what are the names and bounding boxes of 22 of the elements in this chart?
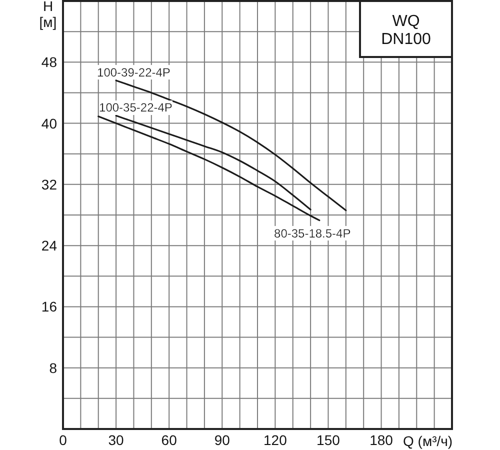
text: WQ — [392, 13, 420, 30]
x-tick-label: 180 — [370, 432, 394, 448]
line-series — [98, 116, 320, 222]
series-label: 100-35-22-4P — [99, 100, 172, 115]
text: DN100 — [381, 31, 431, 48]
y-axis-title: H [м] — [39, 0, 57, 30]
x-axis-title: Q (м³/ч) — [403, 433, 453, 449]
y-tick-label: 40 — [41, 115, 58, 132]
y-tick-label: 8 — [49, 360, 58, 376]
series-label: 80-35-18.5-4P — [274, 226, 351, 240]
x-tick-label: 30 — [108, 432, 124, 448]
x-tick-label: 60 — [161, 432, 178, 448]
x-tick-label: 120 — [264, 432, 288, 448]
y-tick-label: 24 — [41, 238, 58, 254]
y-tick-label: 32 — [41, 176, 58, 192]
y-tick-label: 16 — [41, 298, 58, 315]
x-tick-label: 0 — [59, 432, 68, 448]
y-tick-label: 48 — [41, 54, 58, 70]
line-series — [115, 114, 312, 210]
x-tick-label: 150 — [316, 432, 340, 448]
x-tick-label: 90 — [214, 432, 230, 448]
series-label: 100-39-22-4P — [97, 65, 170, 80]
